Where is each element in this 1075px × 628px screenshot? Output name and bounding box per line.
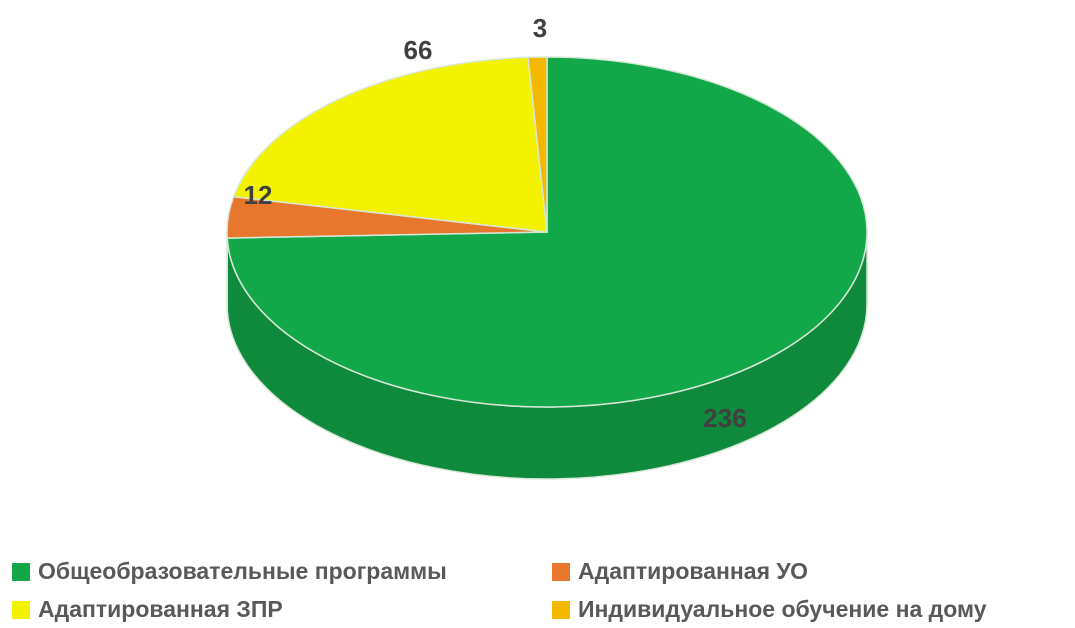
pie-slice [527, 56, 548, 233]
legend-swatch [12, 563, 30, 581]
data-label: 3 [533, 13, 547, 43]
legend-label: Адаптированная УО [578, 558, 808, 584]
legend-swatch [552, 563, 570, 581]
legend-swatch [12, 601, 30, 619]
data-label: 66 [404, 35, 433, 65]
pie-slice [232, 56, 548, 233]
data-label: 12 [244, 180, 273, 210]
legend-label: Адаптированная ЗПР [38, 596, 283, 622]
legend-swatch [552, 601, 570, 619]
legend-label: Индивидуальное обучение на дому [578, 596, 987, 622]
data-label: 236 [703, 403, 746, 433]
legend-label: Общеобразовательные программы [38, 558, 447, 584]
